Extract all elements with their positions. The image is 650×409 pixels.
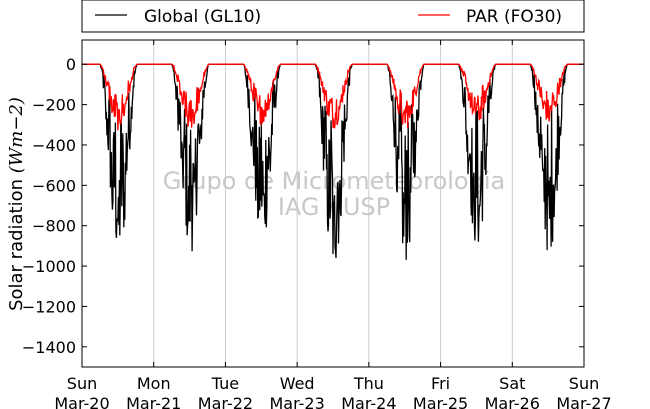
x-tick-label-date-0: Mar-20 (54, 394, 109, 409)
y-tick-label-7: −1400 (22, 338, 76, 357)
x-tick-label-day-5: Fri (431, 374, 450, 393)
legend: Global (GL10) PAR (FO30) (81, 0, 585, 33)
plot-area: Grupo de Micrometeorologia IAG / USP (81, 39, 585, 368)
x-tick-label-day-1: Mon (137, 374, 171, 393)
x-tick-label-date-7: Mar-27 (556, 394, 611, 409)
gridlines (153, 40, 513, 367)
y-axis-label: Solar radiation (Wm−2) (6, 97, 27, 311)
x-tick-label-date-5: Mar-25 (413, 394, 468, 409)
y-axis-label-units: (Wm−2) (6, 97, 27, 173)
y-tick-label-3: −600 (32, 176, 76, 195)
x-tick-label-date-3: Mar-23 (269, 394, 324, 409)
x-tick-label-day-7: Sun (569, 374, 599, 393)
y-tick-label-5: −1000 (22, 257, 76, 276)
y-tick-label-1: −200 (32, 96, 76, 115)
series-line-1 (82, 63, 584, 131)
x-tick-label-day-3: Wed (280, 374, 315, 393)
legend-frame (81, 0, 585, 33)
y-tick-label-2: −400 (32, 136, 76, 155)
legend-label-par: PAR (FO30) (466, 7, 562, 27)
x-tick-label-day-4: Thu (353, 374, 384, 393)
legend-label-global: Global (GL10) (144, 7, 261, 27)
y-tick-label-6: −1200 (22, 297, 76, 316)
x-tick-label-date-2: Mar-22 (198, 394, 253, 409)
x-tick-label-day-0: Sun (67, 374, 97, 393)
plot-frame (81, 39, 585, 368)
x-tick-label-date-4: Mar-24 (341, 394, 396, 409)
y-tick-label-0: 0 (66, 55, 76, 74)
watermark: Grupo de Micrometeorologia IAG / USP (163, 167, 505, 221)
x-tick-label-date-6: Mar-26 (485, 394, 540, 409)
x-tick-label-date-1: Mar-21 (126, 394, 181, 409)
x-axis: SunMar-20MonMar-21TueMar-22WedMar-23ThuM… (54, 40, 612, 409)
x-tick-label-day-6: Sat (499, 374, 525, 393)
x-tick-label-day-2: Tue (211, 374, 239, 393)
y-tick-label-4: −800 (32, 217, 76, 236)
y-axis: 0 −200 −400 −600 −800 −1000 −1200 −1400 (22, 55, 584, 357)
series-layer (82, 63, 584, 260)
watermark-line-1: Grupo de Micrometeorologia (163, 167, 505, 195)
y-axis-label-text: Solar radiation (6, 179, 27, 311)
